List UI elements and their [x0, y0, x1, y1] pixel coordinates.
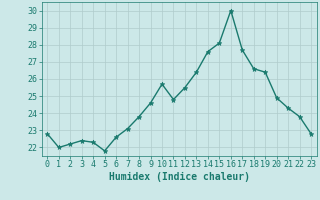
X-axis label: Humidex (Indice chaleur): Humidex (Indice chaleur) — [109, 172, 250, 182]
